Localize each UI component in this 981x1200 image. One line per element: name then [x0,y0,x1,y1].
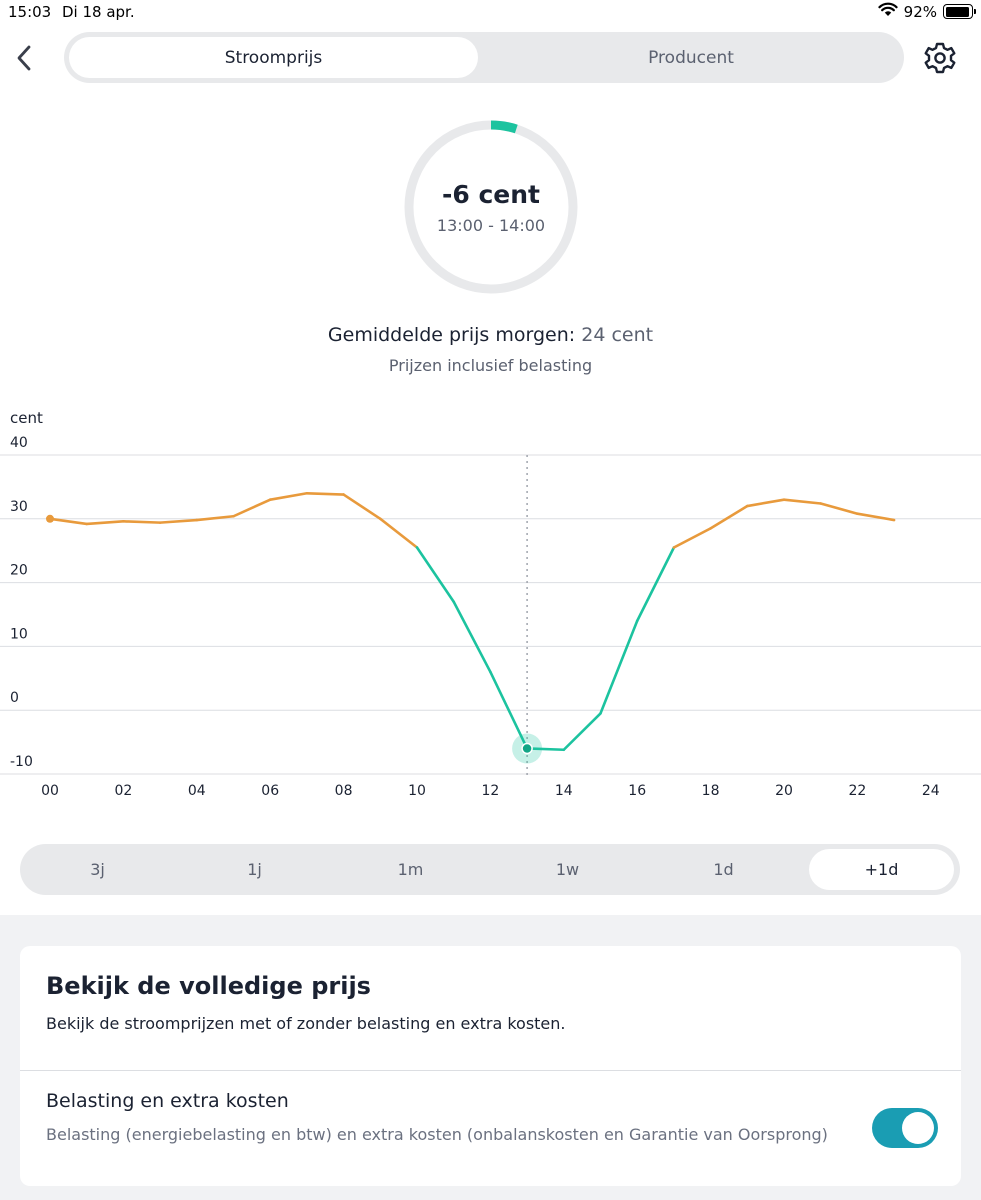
series-line-segment [525,747,566,752]
series-line-segment [709,504,749,530]
tax-toggle[interactable] [872,1108,938,1148]
range-segmented-control: 3j 1j 1m 1w 1d +1d [20,844,960,895]
current-time-range: 13:00 - 14:00 [436,216,546,235]
x-tick-label: 02 [114,783,132,799]
series-line-segment [158,518,199,524]
settings-button[interactable] [920,38,960,78]
y-tick-label: 30 [10,499,28,515]
x-tick-label: 12 [481,783,499,799]
x-tick-label: 18 [702,783,720,799]
series-line-segment [195,514,235,522]
series-line-segment [48,517,88,526]
y-tick-label: 0 [10,690,19,706]
average-price-label: Gemiddelde prijs morgen: [327,324,576,346]
status-time: 15:03 [8,3,52,21]
price-chart[interactable]: cent 40 30 20 10 0 -10 00 02 04 06 08 10 12 14 16 18 20 22… [0,400,981,810]
tax-row-title: Belasting en extra kosten [46,1090,289,1112]
range-option-1d[interactable]: 1d [713,860,734,879]
series-line-segment [745,498,786,508]
x-tick-label: 00 [41,783,59,799]
card-title: Bekijk de volledige prijs [46,972,371,1000]
mode-segmented-control: Stroomprijs Producent [64,32,904,83]
tax-row-description: Belasting (energiebelasting en btw) en e… [46,1125,828,1144]
ring-progress [490,120,518,134]
current-price: -6 cent [442,180,540,209]
status-right: 92% [878,2,976,21]
card-subtitle: Bekijk de stroomprijzen met of zonder be… [46,1014,566,1033]
series-line-segment [452,600,492,674]
battery-icon [943,4,976,19]
battery-percent: 92% [903,2,937,21]
series-line-segment [489,670,529,750]
y-tick-label: 20 [10,563,28,579]
x-tick-label: 04 [188,783,206,799]
chevron-left-icon [17,45,31,71]
series-line-segment [305,491,345,496]
x-tick-label: 10 [408,783,426,799]
series-line-segment [342,493,382,521]
y-tick-label: 40 [10,435,28,451]
gear-icon [924,42,956,74]
series-line-segment [782,498,823,505]
average-price: Gemiddelde prijs morgen: 24 cent [0,324,981,346]
x-tick-label: 22 [848,783,866,799]
tab-producent[interactable]: Producent [648,47,734,68]
status-bar: 15:03 Di 18 apr. 92% [0,0,981,26]
back-button[interactable] [8,40,40,76]
card-divider [20,1070,961,1071]
range-option-3j[interactable]: 3j [90,860,105,879]
price-ring: -6 cent 13:00 - 14:00 [402,118,580,296]
series-line-segment [378,517,419,549]
average-price-value: 24 cent [581,324,654,346]
x-tick-label: 08 [335,783,353,799]
series-line-segment [562,712,602,752]
series-line-segment [599,619,639,715]
tab-stroomprijs[interactable]: Stroomprijs [69,37,478,78]
series-line-segment [856,512,896,522]
series-line-segment [85,520,125,526]
series-line-segment [635,546,676,623]
series-start-point [46,514,54,523]
y-tick-label: 10 [10,626,28,642]
series-line-segment [232,498,272,518]
y-tick-label: -10 [10,754,33,770]
series-line-segment [268,491,309,501]
x-tick-label: 20 [775,783,793,799]
range-option-1w[interactable]: 1w [555,860,580,879]
x-tick-label: 14 [555,783,573,799]
wifi-icon [878,2,898,21]
toggle-knob [902,1112,934,1144]
series-line-segment [672,527,712,549]
series-line-segment [819,502,859,515]
series-line-segment [122,520,162,524]
x-tick-label: 06 [261,783,279,799]
y-axis-label: cent [10,409,43,427]
series-line-segment [415,546,456,604]
x-tick-label: 16 [628,783,646,799]
selected-point [521,742,533,755]
range-option-1j[interactable]: 1j [247,860,262,879]
range-option-1m[interactable]: 1m [397,860,424,879]
range-option-plus1d[interactable]: +1d [809,849,954,890]
x-tick-label: 24 [922,783,940,799]
full-price-card: Bekijk de volledige prijs Bekijk de stro… [20,946,961,1186]
status-date: Di 18 apr. [62,3,135,21]
tax-note: Prijzen inclusief belasting [388,356,593,375]
ring-graphic [404,120,578,294]
